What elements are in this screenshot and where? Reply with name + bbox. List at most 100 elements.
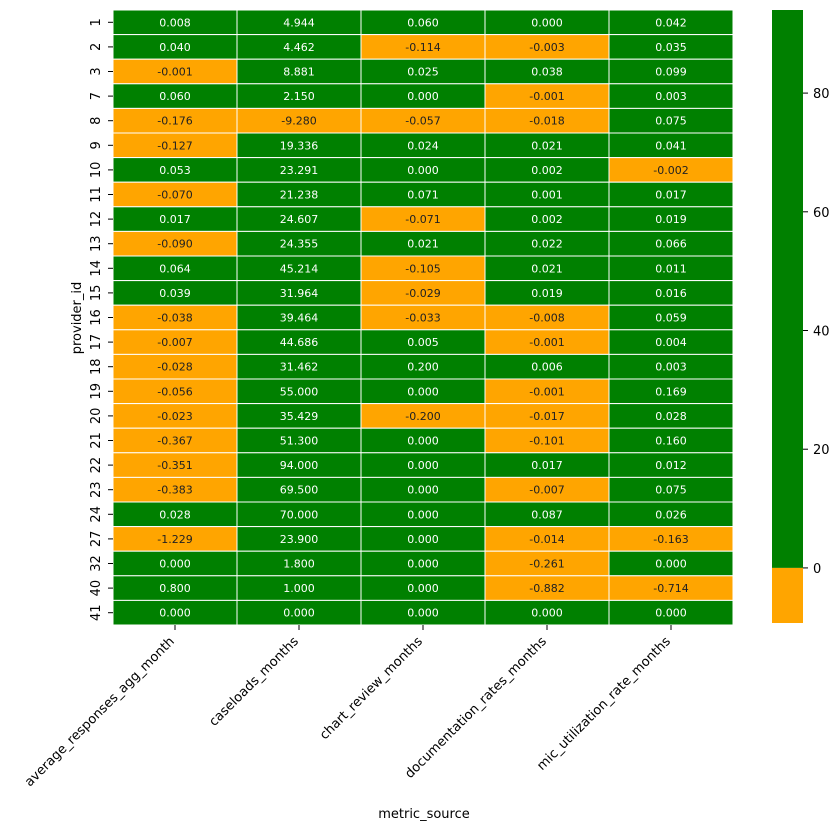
cell-value-label: 0.000 <box>531 607 563 620</box>
cell-value-label: 24.607 <box>280 213 319 226</box>
cell-value-label: 0.005 <box>407 336 439 349</box>
heatmap-cell <box>236 83 362 109</box>
column-tick-label: average_responses_agg_month <box>22 634 178 790</box>
heatmap-cell <box>236 230 362 257</box>
cell-value-label: 0.021 <box>531 262 563 275</box>
cell-value-label: 0.025 <box>407 66 439 79</box>
cell-value-label: 0.000 <box>407 582 439 595</box>
heatmap-cell <box>236 206 362 232</box>
cell-value-label: 0.071 <box>407 189 439 202</box>
column-tick-label: mic_utilization_rate_months <box>534 634 674 774</box>
column-tick-label: documentation_rates_months <box>402 634 550 782</box>
cell-value-label: -0.057 <box>405 115 440 128</box>
heatmap-cell <box>484 255 610 282</box>
colorbar-positive-band <box>772 10 803 568</box>
heatmap-cell <box>608 427 734 454</box>
cell-value-label: -0.105 <box>405 262 440 275</box>
cell-value-label: -0.028 <box>157 361 192 374</box>
heatmap-cell <box>360 230 486 257</box>
cell-value-label: 0.060 <box>159 90 191 103</box>
cell-value-label: 0.000 <box>655 607 687 620</box>
cell-value-label: 0.017 <box>159 213 191 226</box>
cell-value-label: 0.012 <box>655 459 687 472</box>
cell-value-label: -0.071 <box>405 213 440 226</box>
heatmap-cell <box>608 206 734 232</box>
cell-value-label: -0.001 <box>529 90 564 103</box>
heatmap-cell <box>608 476 734 503</box>
colorbar-tick-label: 60 <box>813 206 830 221</box>
cell-value-label: -0.008 <box>529 312 564 325</box>
column-tick-labels: average_responses_agg_month caseloads_mon… <box>22 625 674 790</box>
cell-value-label: -1.229 <box>157 533 192 546</box>
heatmap-cell <box>484 280 610 306</box>
cell-value-label: 0.008 <box>159 16 191 29</box>
heatmap-cells: 0.008 4.944 0.060 0.000 0.042 0.040 4.462 -0.11… <box>112 9 734 626</box>
cell-value-label: 0.028 <box>655 410 687 423</box>
cell-value-label: 8.881 <box>283 66 315 79</box>
cell-value-label: -0.038 <box>157 312 192 325</box>
cell-value-label: 0.800 <box>159 582 191 595</box>
cell-value-label: -0.003 <box>529 41 564 54</box>
cell-value-label: 0.003 <box>655 361 687 374</box>
heatmap-cell <box>484 476 610 503</box>
y-axis-title: provider_id <box>70 282 85 355</box>
cell-value-label: 55.000 <box>280 385 319 398</box>
row-tick-label: 3 <box>89 67 104 75</box>
cell-value-label: -0.017 <box>529 410 564 423</box>
heatmap-cell <box>484 575 610 601</box>
row-tick-label: 23 <box>89 481 104 498</box>
cell-value-label: 39.464 <box>280 312 319 325</box>
heatmap-cell <box>484 83 610 109</box>
cell-value-label: 0.035 <box>655 41 687 54</box>
heatmap-cell <box>236 353 362 380</box>
heatmap-cell <box>360 526 486 552</box>
row-tick-label: 7 <box>89 92 104 100</box>
row-tick-label: 11 <box>89 186 104 203</box>
heatmap-cell <box>112 329 238 355</box>
cell-value-label: 0.017 <box>655 189 687 202</box>
heatmap-cell <box>608 575 734 601</box>
row-tick-label: 18 <box>89 358 104 375</box>
cell-value-label: 23.291 <box>280 164 319 177</box>
cell-value-label: 0.000 <box>407 558 439 571</box>
cell-value-label: -0.714 <box>653 582 688 595</box>
cell-value-label: -9.280 <box>281 115 316 128</box>
cell-value-label: -0.383 <box>157 484 192 497</box>
cell-value-label: -0.029 <box>405 287 440 300</box>
heatmap-cell <box>112 304 238 331</box>
cell-value-label: 0.000 <box>531 16 563 29</box>
heatmap-cell <box>608 255 734 282</box>
cell-value-label: -0.090 <box>157 238 192 251</box>
cell-value-label: 70.000 <box>280 508 319 521</box>
cell-value-label: 0.024 <box>407 139 439 152</box>
heatmap-cell <box>236 427 362 454</box>
cell-value-label: 0.060 <box>407 16 439 29</box>
heatmap-cell <box>360 476 486 503</box>
cell-value-label: -0.018 <box>529 115 564 128</box>
row-tick-label: 20 <box>89 408 104 425</box>
row-tick-label: 16 <box>89 309 104 326</box>
cell-value-label: 21.238 <box>280 189 319 202</box>
heatmap-cell <box>360 34 486 60</box>
heatmap-cell <box>360 599 486 626</box>
cell-value-label: 0.021 <box>531 139 563 152</box>
row-tick-label: 21 <box>89 432 104 449</box>
heatmap-cell <box>608 353 734 380</box>
cell-value-label: 0.066 <box>655 238 687 251</box>
colorbar-tick-label: 0 <box>813 562 821 577</box>
cell-value-label: 0.001 <box>531 189 563 202</box>
row-tick-label: 15 <box>89 285 104 302</box>
cell-value-label: -0.007 <box>157 336 192 349</box>
heatmap-cell <box>484 501 610 528</box>
cell-value-label: 44.686 <box>280 336 319 349</box>
cell-value-label: -0.001 <box>529 336 564 349</box>
cell-value-label: 0.042 <box>655 16 687 29</box>
heatmap-cell <box>608 34 734 60</box>
heatmap-cell <box>360 353 486 380</box>
colorbar-tick-label: 80 <box>813 87 830 102</box>
row-tick-label: 13 <box>89 235 104 252</box>
cell-value-label: -0.056 <box>157 385 192 398</box>
cell-value-label: 0.000 <box>283 607 315 620</box>
cell-value-label: 0.003 <box>655 90 687 103</box>
